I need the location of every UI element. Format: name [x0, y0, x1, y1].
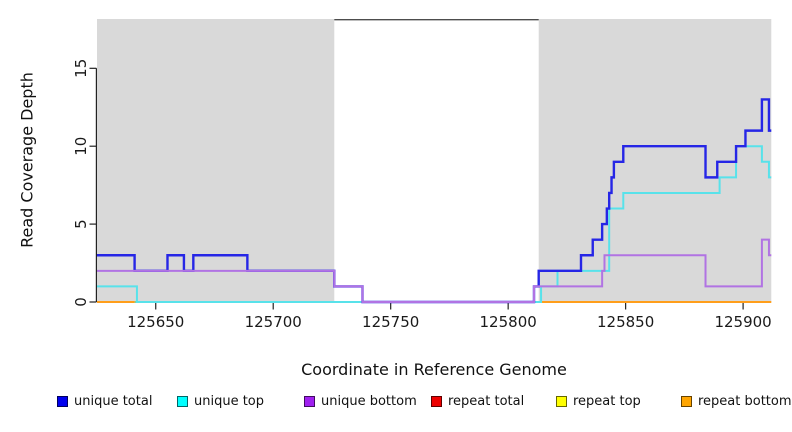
y-tick-label: 15: [72, 59, 90, 78]
legend-item-repeat-top: repeat top: [556, 394, 641, 409]
x-tick-label: 125750: [362, 313, 419, 331]
series-unique-bottom: [97, 238, 772, 303]
legend-label: unique total: [74, 394, 153, 409]
series-unique-top: [97, 145, 772, 303]
x-axis-title: Coordinate in Reference Genome: [301, 360, 567, 379]
x-tick-label: 125800: [480, 313, 537, 331]
repeat-top-swatch-icon: [556, 396, 567, 407]
unique-bottom-swatch-icon: [304, 396, 315, 407]
series-unique-total: [97, 98, 772, 304]
x-tick-label: 125700: [245, 313, 302, 331]
x-tick-label: 125650: [127, 313, 184, 331]
legend-label: unique bottom: [321, 394, 417, 409]
y-tick-label: 0: [72, 297, 90, 307]
repeat-region-shading: [97, 19, 335, 302]
legend-item-unique-top: unique top: [177, 394, 264, 409]
y-tick-label: 10: [72, 137, 90, 156]
y-axis-title: Read Coverage Depth: [17, 72, 37, 248]
x-tick-label: 125900: [714, 313, 771, 331]
legend: unique total unique top unique bottom re…: [0, 394, 792, 416]
unique-top-swatch-icon: [177, 396, 188, 407]
unique-total-swatch-icon: [57, 396, 68, 407]
legend-item-repeat-total: repeat total: [431, 394, 524, 409]
legend-label: unique top: [194, 394, 265, 409]
x-tick-label: 125850: [597, 313, 654, 331]
legend-label: repeat top: [573, 394, 641, 409]
y-tick-label: 5: [72, 219, 90, 229]
legend-item-repeat-bottom: repeat bottom: [681, 394, 792, 409]
legend-label: repeat bottom: [698, 394, 792, 409]
legend-item-unique-bottom: unique bottom: [304, 394, 417, 409]
legend-item-unique-total: unique total: [57, 394, 152, 409]
legend-label: repeat total: [448, 394, 525, 409]
repeat-total-swatch-icon: [431, 396, 442, 407]
repeat-bottom-swatch-icon: [681, 396, 692, 407]
